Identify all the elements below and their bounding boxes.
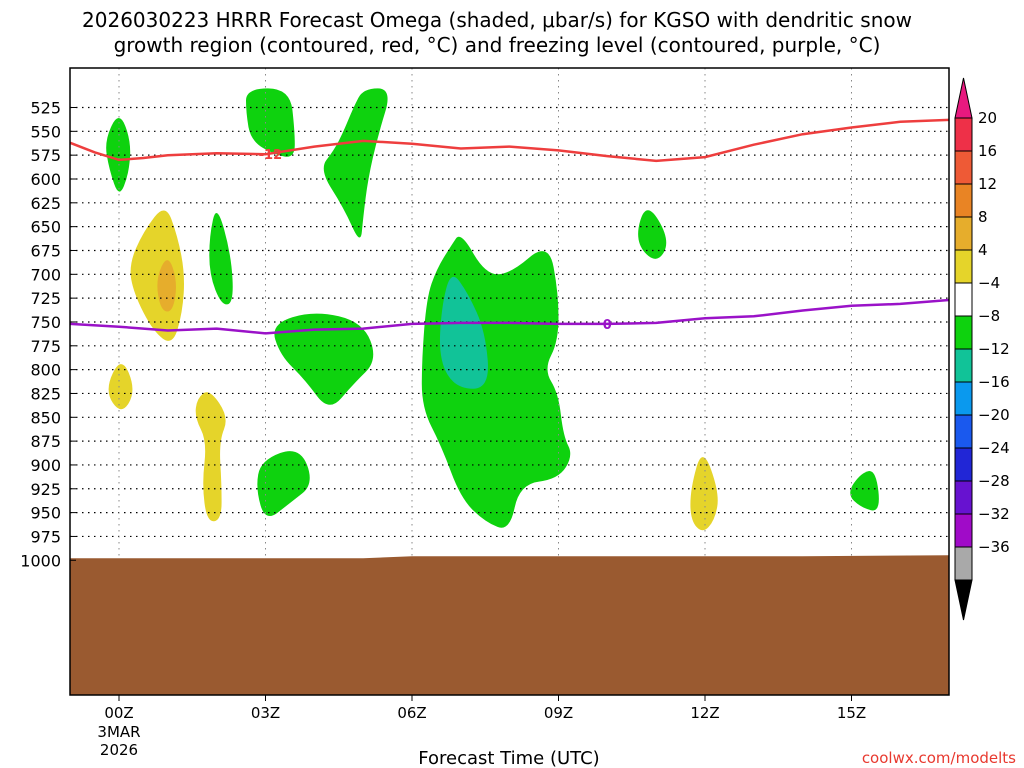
omega-region xyxy=(246,88,295,157)
omega-region xyxy=(323,88,388,238)
colorbar-label: −28 xyxy=(978,472,1010,490)
y-tick-label: 925 xyxy=(30,480,61,499)
y-tick-label: 650 xyxy=(30,218,61,237)
omega-region xyxy=(850,471,879,511)
plot-frame xyxy=(69,67,950,696)
colorbar-label: 8 xyxy=(978,208,988,226)
y-tick-label: 750 xyxy=(30,313,61,332)
omega-region xyxy=(108,364,133,410)
colorbar-band xyxy=(954,183,973,218)
colorbar-bottom-arrow xyxy=(954,579,973,621)
colorbar-label: −8 xyxy=(978,307,1000,325)
y-tick-label: 775 xyxy=(30,337,61,356)
x-tick-label: 15Z xyxy=(837,704,866,722)
omega-region xyxy=(157,260,176,312)
colorbar-label: 12 xyxy=(978,175,997,193)
omega-region xyxy=(209,212,233,305)
colorbar-label: −20 xyxy=(978,406,1010,424)
x-tick-sublabel: 3MAR xyxy=(97,723,140,741)
watermark: coolwx.com/modelts xyxy=(862,749,1016,767)
colorbar-band xyxy=(954,249,973,284)
y-tick-label: 675 xyxy=(30,241,61,260)
x-tick-label: 12Z xyxy=(690,704,719,722)
terrain-surface xyxy=(70,555,949,695)
colorbar-band xyxy=(954,480,973,515)
y-axis: 525 550 575 600 625 650 675 700 725 750 775 800 825 8… xyxy=(20,99,76,570)
omega-region xyxy=(257,451,310,517)
x-tick-label: 03Z xyxy=(251,704,280,722)
freezing-contour-label: 0 xyxy=(603,318,612,333)
colorbar-band xyxy=(954,150,973,185)
y-tick-label: 875 xyxy=(30,432,61,451)
colorbar-band xyxy=(954,216,973,251)
y-tick-label: 575 xyxy=(30,146,61,165)
y-tick-label: 950 xyxy=(30,504,61,523)
colorbar-label: −32 xyxy=(978,505,1010,523)
colorbar-label: −12 xyxy=(978,340,1010,358)
x-axis-title: Forecast Time (UTC) xyxy=(418,748,599,768)
x-tick-sublabel: 2026 xyxy=(100,741,138,759)
colorbar-band xyxy=(954,348,973,383)
y-tick-label: 825 xyxy=(30,384,61,403)
colorbar-band xyxy=(954,513,973,548)
plot-area: -12 0 xyxy=(70,68,949,695)
colorbar-label: 16 xyxy=(978,142,997,160)
omega-region xyxy=(690,457,718,531)
y-tick-label: 975 xyxy=(30,527,61,546)
colorbar-label: −16 xyxy=(978,373,1010,391)
omega-region xyxy=(638,210,667,259)
colorbar-label: −36 xyxy=(978,538,1010,556)
y-tick-label: 550 xyxy=(30,122,61,141)
x-tick-label: 06Z xyxy=(397,704,426,722)
y-tick-label: 850 xyxy=(30,408,61,427)
colorbar-label: −24 xyxy=(978,439,1010,457)
freezing-level-line xyxy=(70,298,949,335)
colorbar-label: 20 xyxy=(978,109,997,127)
x-tick-label: 09Z xyxy=(544,704,573,722)
colorbar-label: 4 xyxy=(978,241,988,259)
y-tick-label: 800 xyxy=(30,361,61,380)
colorbar-band xyxy=(954,447,973,482)
y-tick-label: 725 xyxy=(30,289,61,308)
y-tick-label: 625 xyxy=(30,194,61,213)
chart-title-line2: growth region (contoured, red, °C) and f… xyxy=(114,33,881,57)
omega-shading-layer xyxy=(106,88,879,531)
colorbar-band xyxy=(954,381,973,416)
colorbar-top-arrow xyxy=(954,77,973,119)
chart-title-line1: 2026030223 HRRR Forecast Omega (shaded, … xyxy=(82,8,912,32)
colorbar-band xyxy=(954,315,973,350)
y-tick-label: 600 xyxy=(30,170,61,189)
y-tick-label: 1000 xyxy=(20,551,61,570)
dendritic-contour-label: -12 xyxy=(259,148,283,163)
dendritic-contour-line xyxy=(70,118,949,163)
colorbar-band xyxy=(954,546,973,581)
colorbar-band xyxy=(954,282,973,317)
colorbar-band xyxy=(954,414,973,449)
colorbar: 20 16 12 8 4 −4 −8 −12 −16 −20 −24 −28 −32 −36 xyxy=(954,77,1010,621)
x-tick-label: 00Z xyxy=(104,704,133,722)
y-tick-label: 700 xyxy=(30,265,61,284)
omega-region xyxy=(274,313,374,405)
y-tick-label: 900 xyxy=(30,456,61,475)
colorbar-label: −4 xyxy=(978,274,1000,292)
y-tick-label: 525 xyxy=(30,99,61,118)
omega-region xyxy=(195,392,226,522)
colorbar-band xyxy=(954,117,973,152)
omega-region xyxy=(439,276,488,389)
